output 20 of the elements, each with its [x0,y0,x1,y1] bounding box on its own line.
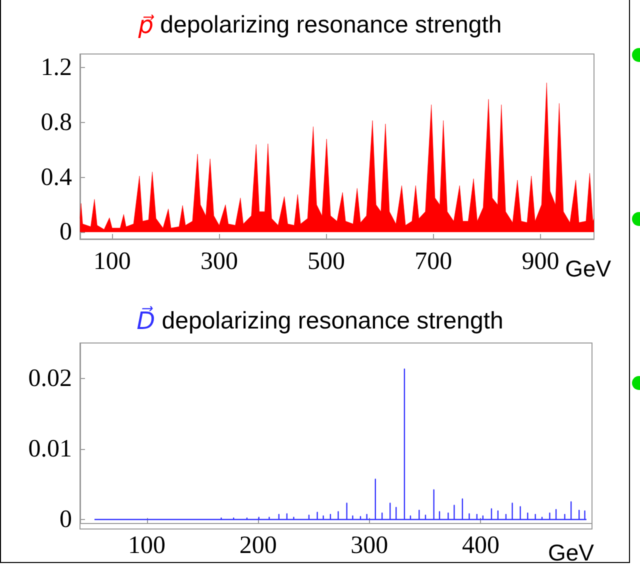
x-tick-label: 500 [308,248,346,275]
x-tick-label: 200 [239,532,277,559]
y-tick-label: 0 [60,218,72,246]
x-tick-label: 300 [200,248,238,275]
chart-title: D⃗ depolarizing resonance strength [136,306,504,335]
x-tick-label: 900 [522,248,560,275]
y-tick-label: 1.2 [40,54,72,82]
x-tick-label: 300 [350,532,388,559]
x-axis-title: GeV [548,540,595,564]
x-tick-label: 400 [462,532,500,559]
y-tick-label: 0 [60,506,72,533]
x-axis-title: GeV [565,256,612,282]
x-tick-label: 700 [414,248,452,275]
y-tick-label: 0.02 [28,364,72,392]
y-tick-label: 0.8 [40,109,72,136]
x-tick-label: 100 [93,248,131,275]
x-tick-label: 100 [128,532,166,559]
y-tick-label: 0.01 [28,435,72,462]
chart-title: p⃗ depolarizing resonance strength [137,11,502,39]
y-tick-label: 0.4 [40,164,72,191]
